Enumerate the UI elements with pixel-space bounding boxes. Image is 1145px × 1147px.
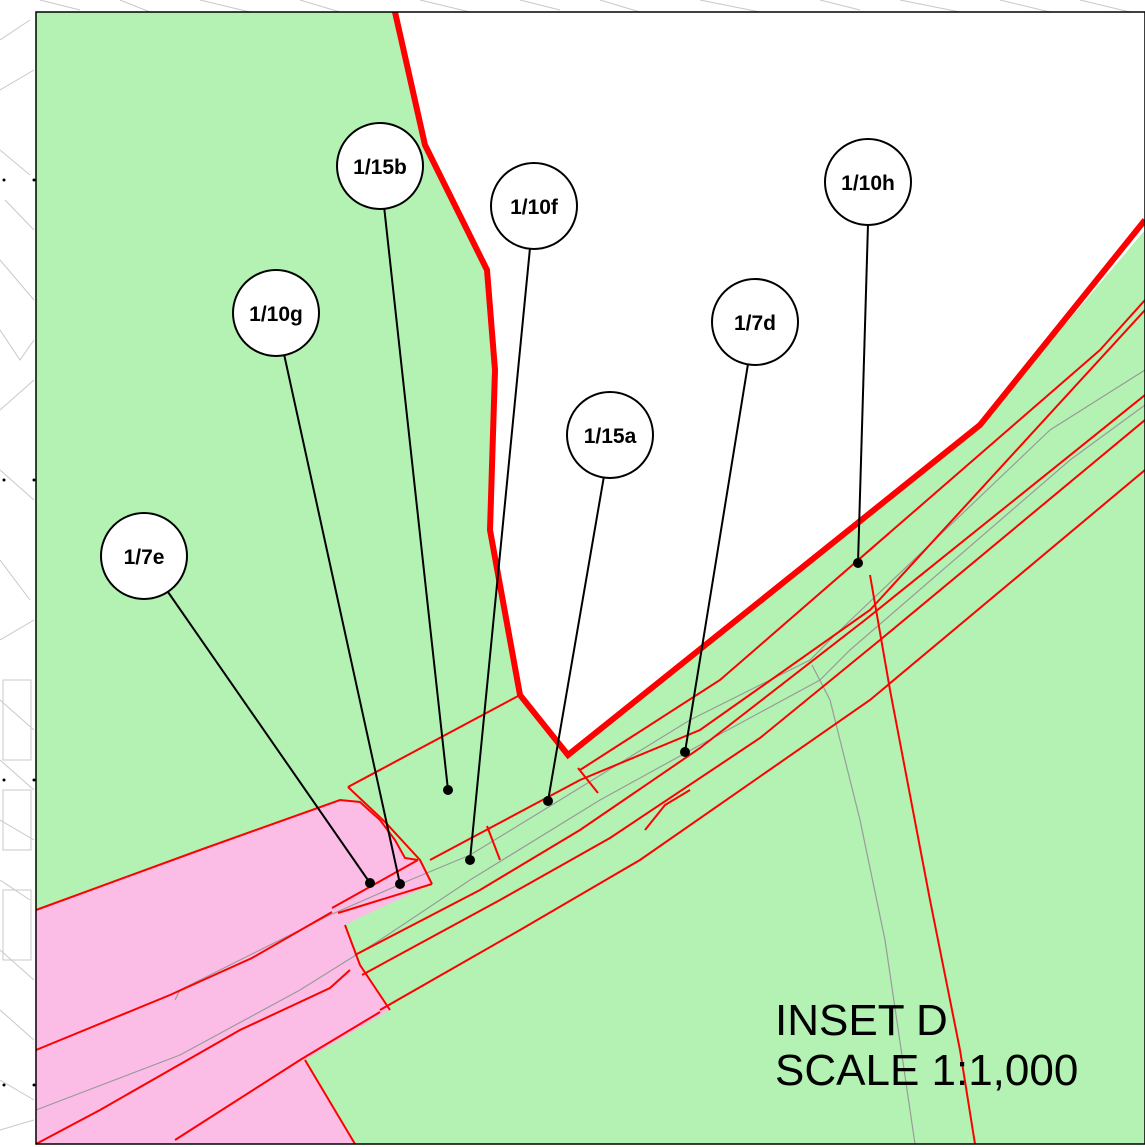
base-map-lines [0, 0, 1131, 1131]
application-boundary [392, 11, 1145, 760]
inset-frame-border [35, 11, 1145, 1145]
plot-label-text: 1/7e [124, 546, 165, 569]
frame-edge-dots [2, 178, 36, 1087]
plot-label-text: 1/10g [249, 303, 303, 326]
plot-point [680, 747, 690, 757]
plot-point [853, 558, 863, 568]
plot-label-1-10f: 1/10f [465, 162, 578, 865]
plot-badge [232, 269, 320, 357]
plot-badge [824, 138, 912, 226]
plot-badge [566, 391, 654, 479]
plot-point [365, 878, 375, 888]
pink-area-southwest [36, 800, 432, 1144]
plot-badge [711, 278, 799, 366]
plot-badge [100, 512, 188, 600]
plot-label-1-10h: 1/10h [824, 138, 912, 568]
plot-label-1-15b: 1/15b [336, 122, 453, 795]
parcel-boundaries [35, 299, 1145, 1145]
plot-label-text: 1/15b [353, 156, 407, 179]
plot-point [543, 796, 553, 806]
plot-label-text: 1/7d [734, 312, 776, 335]
plot-point [443, 785, 453, 795]
inset-title: INSET D [775, 996, 948, 1045]
plot-label-text: 1/10f [510, 196, 559, 219]
plot-label-1-7d: 1/7d [680, 278, 799, 757]
plot-point [465, 855, 475, 865]
plot-badge [336, 122, 424, 210]
track-lines [35, 369, 1145, 1145]
plot-label-1-10g: 1/10g [232, 269, 405, 889]
plot-label-1-7e: 1/7e [100, 512, 375, 888]
plot-label-text: 1/15a [584, 425, 637, 448]
inset-scale: SCALE 1:1,000 [775, 1046, 1078, 1095]
plot-point [395, 879, 405, 889]
plot-badge [490, 162, 578, 250]
plot-label-1-15a: 1/15a [543, 391, 654, 806]
plot-label-text: 1/10h [841, 172, 895, 195]
